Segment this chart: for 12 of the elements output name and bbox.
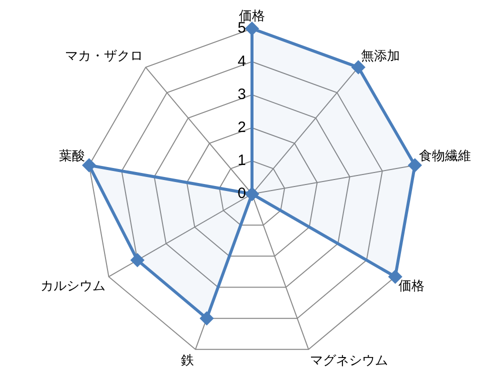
y-tick-label: 4: [238, 52, 246, 70]
spoke-label: 食物繊維: [418, 149, 471, 164]
spoke-label: マグネシウム: [310, 353, 388, 368]
y-tick-label: 3: [238, 86, 246, 103]
y-tick-label: 2: [238, 118, 246, 136]
spoke-label: 無添加: [360, 48, 400, 64]
spoke-label: カルシウム: [40, 278, 106, 294]
spoke-label: 価格: [398, 278, 425, 294]
spoke-label: 葉酸: [59, 149, 86, 164]
y-tick-label: 1: [238, 152, 246, 170]
spoke-label: マカ・ザクロ: [65, 48, 144, 64]
spoke-label: 鉄: [181, 353, 194, 368]
